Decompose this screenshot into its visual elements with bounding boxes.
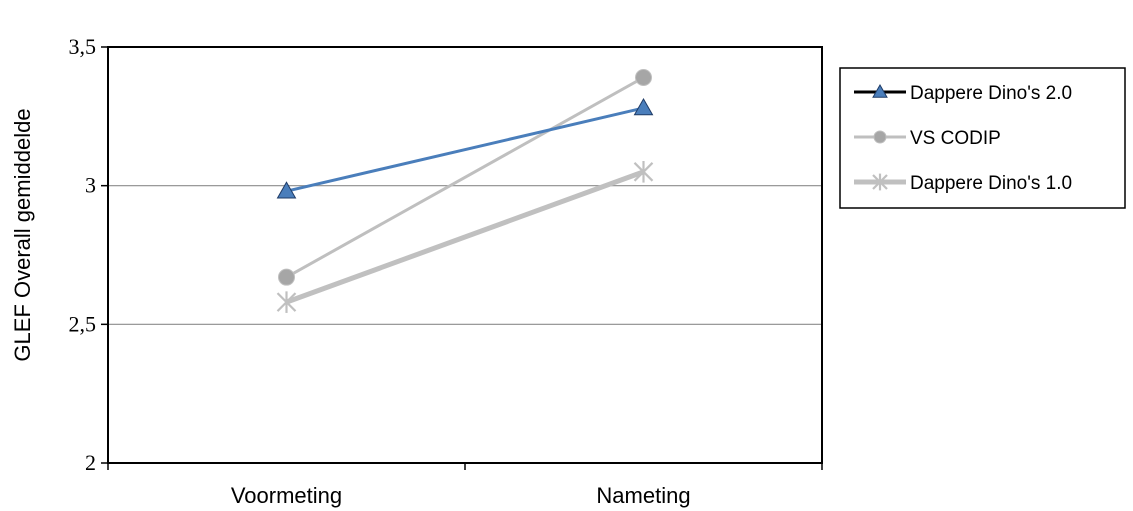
legend-label: Dappere Dino's 2.0: [910, 83, 1072, 104]
y-tick-label: 2,5: [69, 311, 97, 336]
legend-marker: [872, 83, 888, 98]
data-point: [276, 291, 297, 313]
data-point: [633, 98, 654, 116]
data-point: [278, 268, 295, 286]
series-line: [285, 76, 645, 279]
legend-entry: Dappere Dino's 1.0: [854, 173, 1072, 194]
y-tick-label: 3,5: [69, 34, 97, 59]
gridlines: [108, 185, 822, 325]
series-layer: [276, 69, 654, 313]
y-axis-title: GLEF Overall gemiddelde: [10, 108, 35, 361]
series-0: [276, 98, 654, 199]
y-tick-label: 2: [85, 450, 96, 475]
x-tick-label: Nameting: [596, 483, 690, 508]
series-line: [286, 106, 644, 193]
x-tick-label: Voormeting: [231, 483, 342, 508]
series-line: [285, 169, 645, 305]
series-1: [278, 69, 652, 286]
legend-label: Dappere Dino's 1.0: [910, 173, 1072, 194]
legend-marker: [873, 130, 887, 144]
legend-marker: [872, 173, 888, 191]
series-2: [276, 161, 654, 313]
legend: Dappere Dino's 2.0 VS CODIP Dappere Dino's…: [839, 67, 1126, 209]
legend-entry: Dappere Dino's 2.0: [854, 83, 1072, 104]
data-point: [635, 69, 652, 87]
plot-area-frame: [107, 46, 823, 464]
data-point: [276, 181, 297, 199]
y-tick-label: 3: [85, 173, 96, 198]
data-point: [633, 161, 654, 183]
legend-entry: VS CODIP: [854, 128, 1001, 149]
axis-ticks: 2 2,5 3 3,5 Voormeting Nameting: [69, 34, 823, 508]
legend-label: VS CODIP: [910, 128, 1001, 149]
